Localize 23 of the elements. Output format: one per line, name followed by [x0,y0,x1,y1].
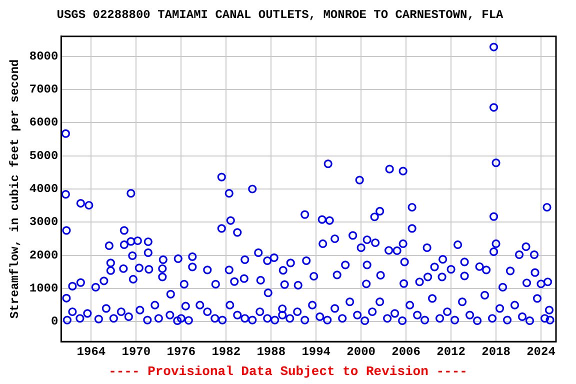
y-tick-label: 1000 [29,282,58,296]
x-tick-label: 1976 [166,344,196,359]
x-tick-label: 1988 [256,344,286,359]
y-tick-label: 0 [51,314,58,329]
x-tick-label: 2000 [346,344,376,359]
x-tick-label: 1982 [212,344,241,359]
x-tick-label: 2018 [482,344,510,359]
x-tick-label: 1970 [122,344,151,359]
y-tick-label: 6000 [29,116,58,130]
x-tick-label: 2006 [392,344,420,359]
y-tick-label: 2000 [29,248,58,262]
x-tick-label: 1994 [302,344,331,359]
text: ---- Provisional Data Subject to Revision ---- [108,364,468,379]
y-tick-label: 8000 [29,49,58,64]
x-tick-label: 2024 [526,344,556,359]
x-tick-label: 1964 [76,344,106,359]
y-tick-label: 7000 [29,82,58,96]
y-tick-label: 3000 [29,215,58,230]
x-tick-label: 2012 [436,344,466,359]
y-axis-title: Streamflow, in cubic feet per second [8,59,22,319]
chart-title: USGS 02288800 TAMIAMI CANAL OUTLETS, MONROE TO CARNESTOWN, FLA [56,8,504,22]
y-tick-label: 4000 [29,182,58,196]
y-tick-label: 5000 [29,148,58,163]
